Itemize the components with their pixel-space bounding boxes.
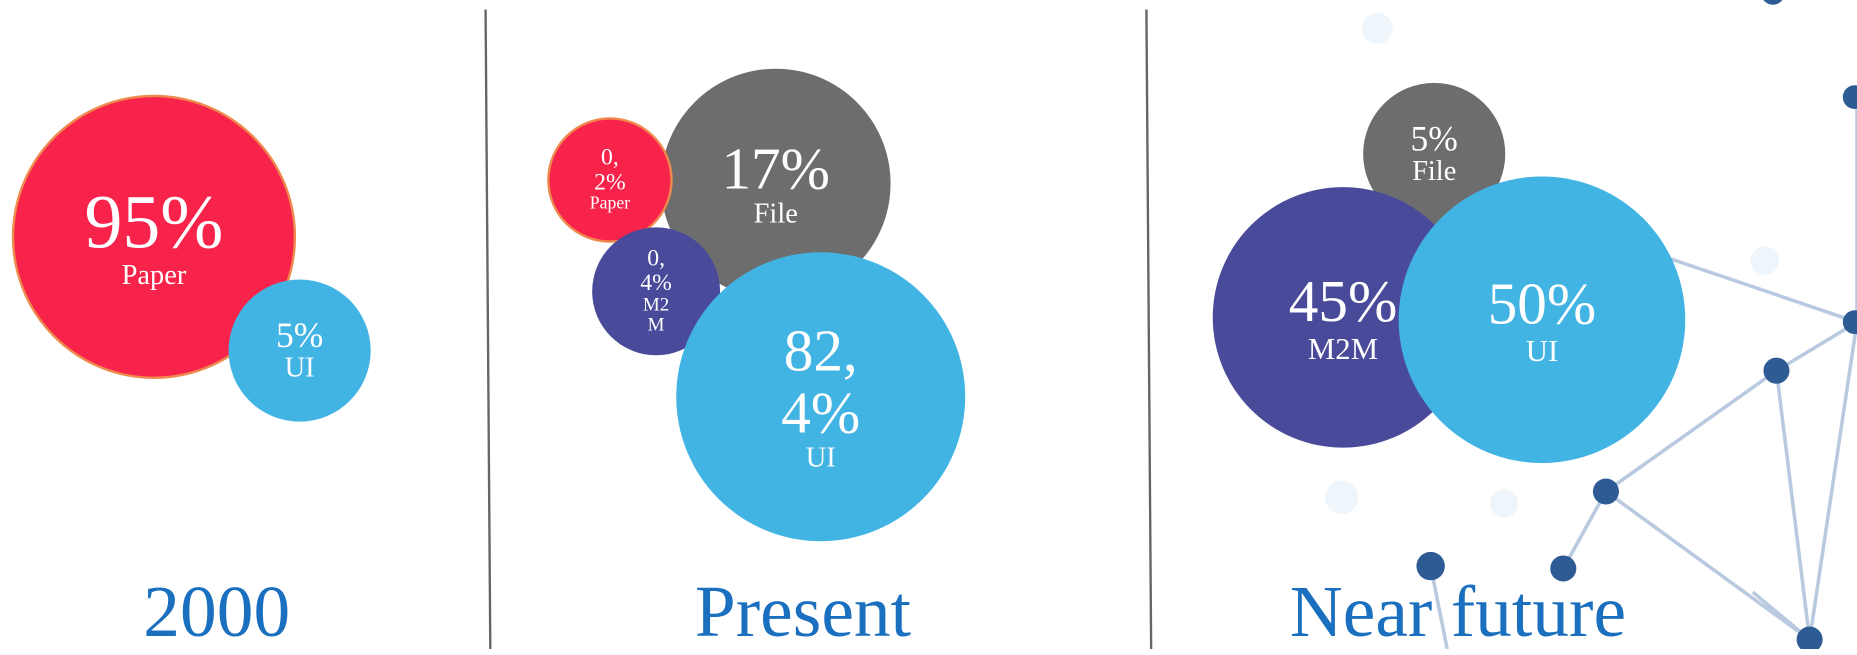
bubble-value: 95% (84, 182, 223, 262)
bubble-label: M2M (1308, 332, 1378, 364)
bubble-label: UI (285, 354, 315, 384)
bubble-label: Paper (589, 196, 632, 215)
bubble: 82,4%UI (676, 252, 965, 541)
bubble-label: Paper (122, 262, 187, 292)
bubble-label: File (754, 200, 798, 230)
bubble: 0,2%Paper (547, 117, 673, 243)
panel-title: Near future (1290, 571, 1626, 655)
bubble-value: 45% (1289, 270, 1398, 332)
bubble-value: 82,4% (756, 320, 886, 444)
panel-title: 2000 (143, 571, 290, 655)
bubble: 50%UI (1399, 176, 1686, 463)
bubble-value: 0,4% (637, 247, 675, 297)
bubble-value: 0,2% (589, 146, 632, 196)
bubble-label: M2M (637, 296, 675, 336)
bubble-value: 5% (276, 317, 323, 354)
panel-title: Present (695, 571, 911, 655)
stage: 95%Paper5%UI200017%File0,2%Paper0,4%M2M8… (0, 0, 1857, 649)
bubble-value: 5% (1411, 120, 1458, 157)
bubble-label: UI (1526, 335, 1558, 367)
page: 95%Paper5%UI200017%File0,2%Paper0,4%M2M8… (0, 0, 1857, 649)
bubble-value: 50% (1488, 273, 1597, 335)
bubble: 5%UI (229, 279, 371, 421)
bubble-label: UI (756, 444, 886, 474)
bubble-label: File (1412, 158, 1456, 188)
bubble-value: 17% (721, 138, 830, 200)
